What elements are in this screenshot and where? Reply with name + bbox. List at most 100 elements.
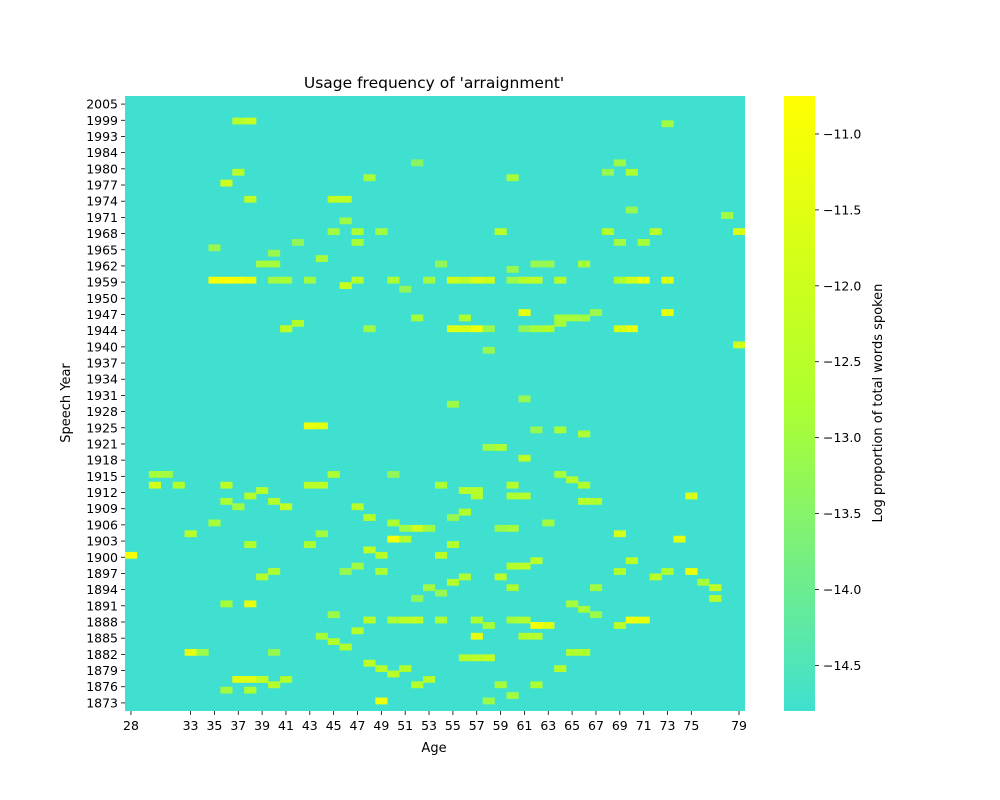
heatmap-cell: [351, 627, 364, 635]
heatmap-cell: [530, 622, 543, 629]
heatmap-cell: [482, 276, 495, 284]
heatmap-cell: [303, 481, 316, 489]
heatmap-cell: [482, 325, 495, 333]
y-tick-label: 1937: [86, 356, 118, 371]
heatmap-cell: [518, 276, 531, 284]
x-tick-label: 53: [421, 718, 437, 733]
heatmap-cell: [184, 649, 197, 656]
heatmap-cell: [363, 659, 376, 667]
heatmap-cell: [518, 616, 531, 624]
y-tick-label: 1897: [86, 566, 118, 581]
heatmap-cell: [232, 276, 245, 284]
heatmap-cell: [578, 314, 591, 322]
heatmap-cell: [625, 616, 638, 624]
heatmap-cell: [423, 584, 436, 592]
heatmap-cell: [530, 260, 543, 268]
heatmap-cell: [542, 260, 555, 268]
heatmap-cell: [566, 649, 579, 656]
heatmap-cells: [125, 117, 746, 705]
heatmap-cell: [601, 228, 615, 236]
heatmap-cell: [661, 309, 674, 316]
colorbar-tick-label: −11.5: [823, 202, 861, 217]
heatmap-cell: [542, 519, 555, 527]
heatmap-cell: [327, 228, 340, 236]
colorbar-gradient: [784, 96, 815, 711]
y-tick-label: 1928: [86, 404, 118, 419]
heatmap-cell: [220, 481, 233, 489]
heatmap-cell: [125, 551, 138, 559]
heatmap-cell: [435, 589, 448, 597]
x-tick-label: 57: [469, 718, 485, 733]
heatmap-cell: [315, 422, 328, 430]
heatmap-cell: [375, 665, 388, 672]
heatmap-cell: [256, 260, 269, 268]
heatmap-cell: [613, 530, 626, 538]
heatmap-cell: [446, 541, 460, 548]
heatmap-cell: [387, 470, 400, 478]
heatmap-cell: [196, 649, 209, 656]
heatmap-cell: [458, 573, 471, 581]
heatmap-cell: [423, 276, 436, 284]
y-tick-label: 1876: [86, 679, 118, 694]
x-axis: 28 33 35 37 39 41 43 45 47 49 51 53 55 57 59 61 63 65 67 69…: [123, 711, 747, 733]
heatmap-cell: [208, 276, 221, 284]
heatmap-cell: [351, 562, 364, 570]
heatmap-cell: [339, 282, 352, 289]
heatmap-cell: [363, 325, 376, 333]
heatmap-cell: [280, 503, 293, 511]
x-tick-label: 37: [230, 718, 246, 733]
heatmap-cell: [315, 632, 328, 640]
colorbar-tick-label: −13.0: [823, 430, 861, 445]
heatmap-cell: [220, 276, 233, 284]
heatmap-cell: [625, 276, 638, 284]
heatmap-cell: [411, 524, 424, 532]
heatmap-cell: [482, 346, 495, 354]
heatmap-cell: [458, 314, 471, 322]
heatmap-cell: [709, 595, 722, 602]
heatmap-cell: [411, 681, 424, 689]
heatmap-cell: [256, 573, 269, 581]
heatmap-cell: [554, 314, 567, 322]
heatmap-cell: [458, 508, 471, 516]
y-tick-label: 1962: [86, 258, 118, 273]
y-tick-label: 1934: [86, 372, 118, 387]
heatmap-cell: [351, 239, 364, 246]
y-tick-label: 1980: [86, 161, 118, 176]
heatmap-cell: [470, 632, 483, 640]
heatmap-cell: [590, 497, 603, 505]
y-tick-label: 1921: [86, 436, 118, 451]
heatmap-cell: [399, 285, 412, 293]
heatmap-cell: [613, 276, 626, 284]
heatmap-cell: [721, 212, 734, 219]
heatmap-cell: [435, 481, 448, 489]
heatmap-cell: [554, 426, 567, 434]
y-tick-label: 1900: [86, 550, 118, 565]
heatmap-cell: [590, 309, 603, 316]
heatmap-cell: [435, 260, 448, 268]
plot-area: [125, 96, 746, 711]
heatmap-cell: [303, 541, 316, 548]
y-tick-label: 1940: [86, 339, 118, 354]
heatmap-cell: [411, 159, 424, 167]
heatmap-cell: [339, 568, 352, 575]
heatmap-cell: [446, 578, 460, 586]
heatmap-cell: [268, 260, 281, 268]
heatmap-cell: [351, 503, 364, 511]
heatmap-cell: [268, 568, 281, 575]
heatmap-cell: [363, 174, 376, 182]
heatmap-cell: [458, 325, 471, 333]
heatmap-cell: [280, 675, 293, 683]
x-axis-label: Age: [421, 741, 446, 756]
colorbar-tick-label: −12.5: [823, 354, 861, 369]
heatmap-cell: [625, 168, 638, 176]
heatmap-cell: [530, 325, 543, 333]
heatmap-cell: [530, 276, 543, 284]
heatmap-cell: [303, 422, 316, 430]
heatmap-cell: [268, 497, 281, 505]
heatmap-cell: [268, 249, 281, 257]
heatmap-cell: [470, 492, 483, 500]
heatmap-cell: [244, 686, 257, 694]
heatmap-cell: [566, 314, 579, 322]
y-tick-label: 1882: [86, 647, 118, 662]
